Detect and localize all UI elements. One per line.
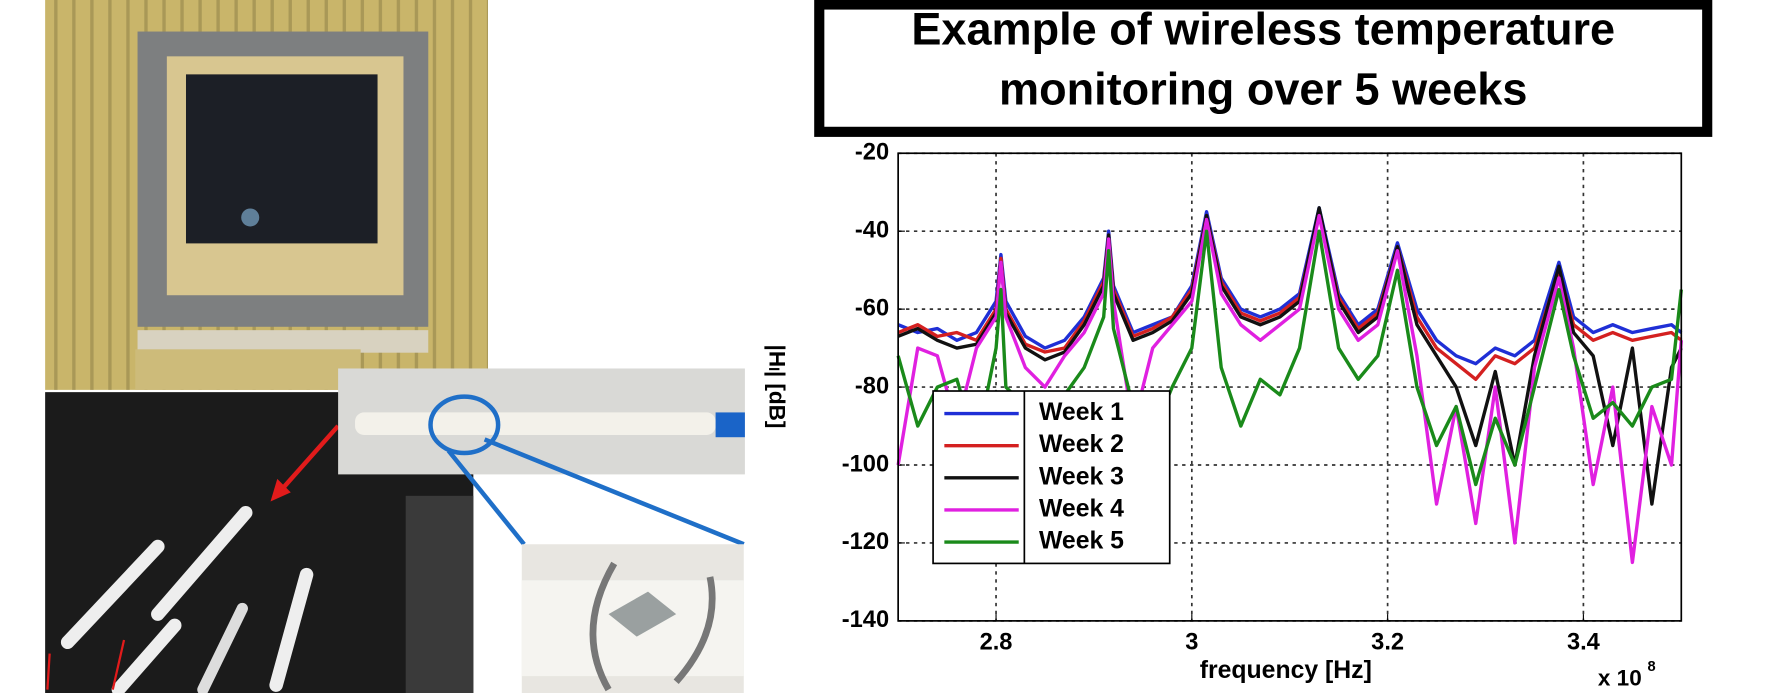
photo-sensor-zoom — [521, 544, 744, 693]
title-box — [814, 0, 1713, 137]
legend-label: Week 1 — [1039, 399, 1124, 426]
y-axis-label: |Hₗ| [dB] — [764, 345, 789, 429]
chart-title: Example of wireless temperature — [911, 4, 1615, 55]
x-tick-label: 3.2 — [1371, 630, 1404, 656]
photo-chamber — [45, 0, 488, 390]
y-tick-label: -40 — [855, 217, 889, 243]
legend-label: Week 2 — [1039, 431, 1124, 458]
plot-area: -20 -40 -60 -80 -100 -120 -140 2.8 3 3.2 3.4 Week 1… — [842, 139, 1683, 656]
y-tick-label: -20 — [855, 139, 889, 165]
x-tick-label: 3 — [1185, 630, 1198, 656]
x-multiplier-exponent: 8 — [1647, 659, 1655, 675]
legend-label: Week 4 — [1039, 495, 1124, 522]
chart-title: monitoring over 5 weeks — [999, 63, 1527, 114]
y-tick-label: -120 — [842, 529, 889, 555]
y-tick-label: -80 — [855, 373, 889, 399]
legend-label: Week 5 — [1039, 528, 1124, 555]
data-line — [897, 206, 1683, 506]
y-tick-label: -140 — [842, 607, 889, 633]
legend-label: Week 3 — [1039, 463, 1124, 490]
x-axis-label: frequency [Hz] — [1200, 657, 1372, 684]
legend: Week 1 Week 2 Week 3 Week 4 Week 5 — [932, 390, 1171, 565]
y-tick-label: -100 — [842, 451, 889, 477]
photo-sensor-pipe — [338, 368, 745, 547]
photo-panel — [45, 392, 474, 697]
x-tick-label: 2.8 — [980, 630, 1013, 656]
x-tick-label: 3.4 — [1567, 630, 1601, 656]
plot-frame — [897, 152, 1683, 622]
x-multiplier: x 10 — [1598, 665, 1642, 690]
data-line — [897, 206, 1683, 366]
y-tick-label: -60 — [855, 295, 889, 321]
data-line — [896, 213, 1683, 565]
